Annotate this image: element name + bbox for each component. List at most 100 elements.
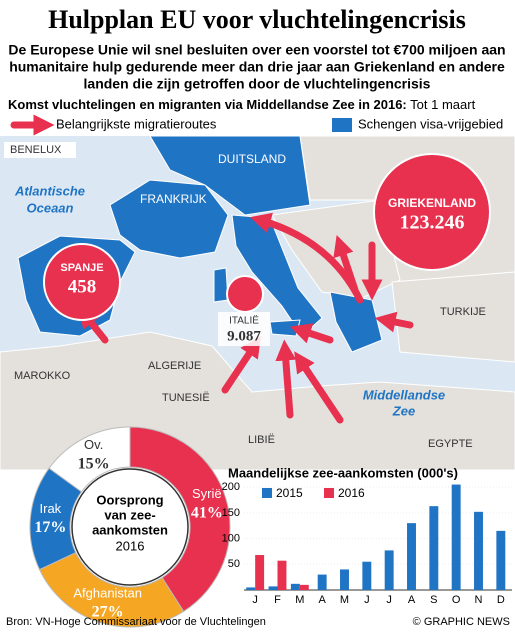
donut-slice xyxy=(129,426,231,613)
x-tick-label: D xyxy=(497,594,505,606)
map-label: Middellandse xyxy=(363,387,445,402)
map-title-main: Komst vluchtelingen en migranten via Mid… xyxy=(8,97,407,112)
bar xyxy=(474,511,483,590)
schengen xyxy=(109,179,229,259)
subtitle: landen die zijn getroffen door de vlucht… xyxy=(84,76,431,92)
slice-value: 17% xyxy=(34,519,66,536)
map-title-note: Tot 1 maart xyxy=(410,97,475,112)
country-label: SPANJE xyxy=(60,262,103,274)
donut-title: aankomsten xyxy=(92,522,168,537)
x-tick-label: A xyxy=(408,594,416,606)
bar xyxy=(290,583,300,590)
country-bubble xyxy=(373,153,491,271)
label-box xyxy=(4,142,76,158)
slice-value: 41% xyxy=(191,504,223,521)
bar xyxy=(277,560,287,590)
x-tick-label: N xyxy=(475,594,483,606)
map-label: BENELUX xyxy=(10,144,62,156)
map-label: Oceaan xyxy=(27,200,74,215)
bar xyxy=(429,506,439,590)
route xyxy=(221,336,261,394)
map-label: ALGERIJE xyxy=(148,360,201,372)
credit: © GRAPHIC NEWS xyxy=(413,616,510,628)
bar xyxy=(362,561,372,590)
bar xyxy=(407,523,416,590)
x-tick-label: A xyxy=(318,594,326,606)
bar-chart: Maandelijkse zee-aankomsten (000's) 2015 2… xyxy=(222,465,512,606)
slice-label: Afghanistan xyxy=(73,585,142,600)
legend-label: Belangrijkste migratieroutes xyxy=(56,116,217,131)
legend-swatch xyxy=(324,488,334,498)
bar xyxy=(268,586,278,590)
title: Hulpplan EU voor vluchtelingencrisis xyxy=(48,5,466,34)
x-tick-label: J xyxy=(364,594,370,606)
route xyxy=(290,323,334,344)
donut-subtitle: 2016 xyxy=(116,538,145,553)
legend-label: 2015 xyxy=(276,486,303,500)
slice-value: 27% xyxy=(92,603,124,620)
x-tick-label: S xyxy=(430,594,437,606)
country-bubble xyxy=(226,275,264,313)
route xyxy=(294,351,344,424)
schengen xyxy=(149,135,311,216)
map-label: Atlantische xyxy=(14,183,85,198)
schengen xyxy=(213,267,229,303)
slice-label: Ov. xyxy=(84,437,103,452)
bar xyxy=(384,550,394,590)
y-tick-label: 150 xyxy=(222,507,240,519)
route xyxy=(275,339,297,419)
bar xyxy=(255,555,265,590)
x-tick-label: M xyxy=(340,594,349,606)
donut-chart: Syrië 41% Afghanistan 27% Irak 17% Ov. 15% Oorsp… xyxy=(29,426,231,628)
bar xyxy=(246,587,256,590)
map-label: MAROKKO xyxy=(14,370,71,382)
y-tick-label: 100 xyxy=(222,532,240,544)
legend-swatch xyxy=(262,488,272,498)
subtitle: humanitaire hulp gedurende meer dan drie… xyxy=(9,59,505,75)
donut-title: Oorsprong xyxy=(96,492,163,507)
x-tick-label: F xyxy=(274,594,281,606)
y-tick-label: 50 xyxy=(228,558,240,570)
donut-hole xyxy=(71,468,189,586)
slice-value: 15% xyxy=(78,455,110,472)
legend-schengen xyxy=(332,118,352,132)
map: SPANJE 458 ITALIË 9.087 GRIEKENLAND 123.… xyxy=(0,135,515,471)
map-label: DUITSLAND xyxy=(218,152,286,166)
slice-label: Irak xyxy=(40,501,62,516)
bar xyxy=(340,569,349,590)
legend-label: Schengen visa-vrijgebied xyxy=(358,116,503,131)
subtitle: De Europese Unie wil snel besluiten over… xyxy=(8,42,505,58)
map-label: LIBIË xyxy=(248,434,275,446)
country-label: GRIEKENLAND xyxy=(388,196,476,210)
map-label: FRANKRIJK xyxy=(140,192,207,206)
y-tick-label: 200 xyxy=(222,481,240,493)
map-title: Komst vluchtelingen en migranten via Mid… xyxy=(8,97,476,112)
route xyxy=(374,311,414,333)
country-count: 458 xyxy=(68,276,97,297)
bar xyxy=(496,530,506,590)
donut-title: van zee- xyxy=(104,507,155,522)
label-box xyxy=(218,312,270,346)
country-count: 123.246 xyxy=(400,212,465,234)
x-tick-label: J xyxy=(386,594,392,606)
route xyxy=(333,235,359,294)
bar xyxy=(299,584,309,590)
legend-label: 2016 xyxy=(338,486,365,500)
country-count: 9.087 xyxy=(227,328,261,344)
country-label: ITALIË xyxy=(229,315,259,327)
map-label: EGYPTE xyxy=(428,438,473,450)
bar xyxy=(451,484,461,590)
x-tick-label: O xyxy=(452,594,461,606)
map-label: TUNESIË xyxy=(162,392,210,404)
country-bubble xyxy=(43,243,121,321)
slice-label: Syrië xyxy=(192,486,222,501)
map-label: TURKIJE xyxy=(440,306,486,318)
schengen xyxy=(269,319,301,337)
donut-slice xyxy=(38,551,185,628)
donut-slice xyxy=(48,426,131,493)
x-tick-label: J xyxy=(252,594,258,606)
chart-title: Maandelijkse zee-aankomsten (000's) xyxy=(228,465,458,480)
map-label: Zee xyxy=(392,403,415,418)
x-tick-label: M xyxy=(295,594,304,606)
